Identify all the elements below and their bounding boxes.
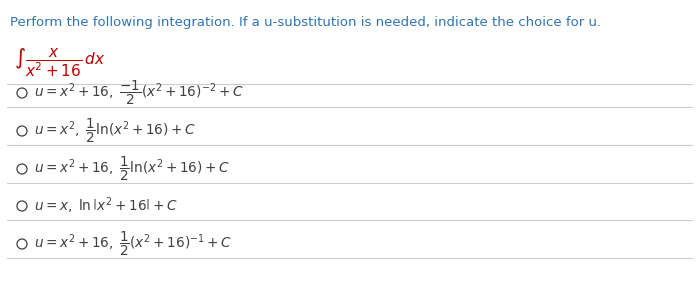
Text: $\int \dfrac{x}{x^2+16}\,dx$: $\int \dfrac{x}{x^2+16}\,dx$ <box>14 46 106 79</box>
Text: Perform the following integration. If a u-substitution is needed, indicate the c: Perform the following integration. If a … <box>10 16 601 29</box>
Text: $u = x,\; \ln\left| x^2 + 16 \right| + C$: $u = x,\; \ln\left| x^2 + 16 \right| + C… <box>34 196 178 216</box>
Text: $u = x^2 + 16,\; \dfrac{1}{2}(x^2 + 16)^{-1} + C$: $u = x^2 + 16,\; \dfrac{1}{2}(x^2 + 16)^… <box>34 230 232 258</box>
Text: $u = x^2 + 16,\; \dfrac{-1}{2}(x^2 + 16)^{-2} + C$: $u = x^2 + 16,\; \dfrac{-1}{2}(x^2 + 16)… <box>34 79 244 107</box>
Text: $u = x^2 + 16,\; \dfrac{1}{2}\ln(x^2 + 16) + C$: $u = x^2 + 16,\; \dfrac{1}{2}\ln(x^2 + 1… <box>34 155 230 183</box>
Text: $u = x^2,\; \dfrac{1}{2}\ln(x^2 + 16) + C$: $u = x^2,\; \dfrac{1}{2}\ln(x^2 + 16) + … <box>34 117 196 145</box>
